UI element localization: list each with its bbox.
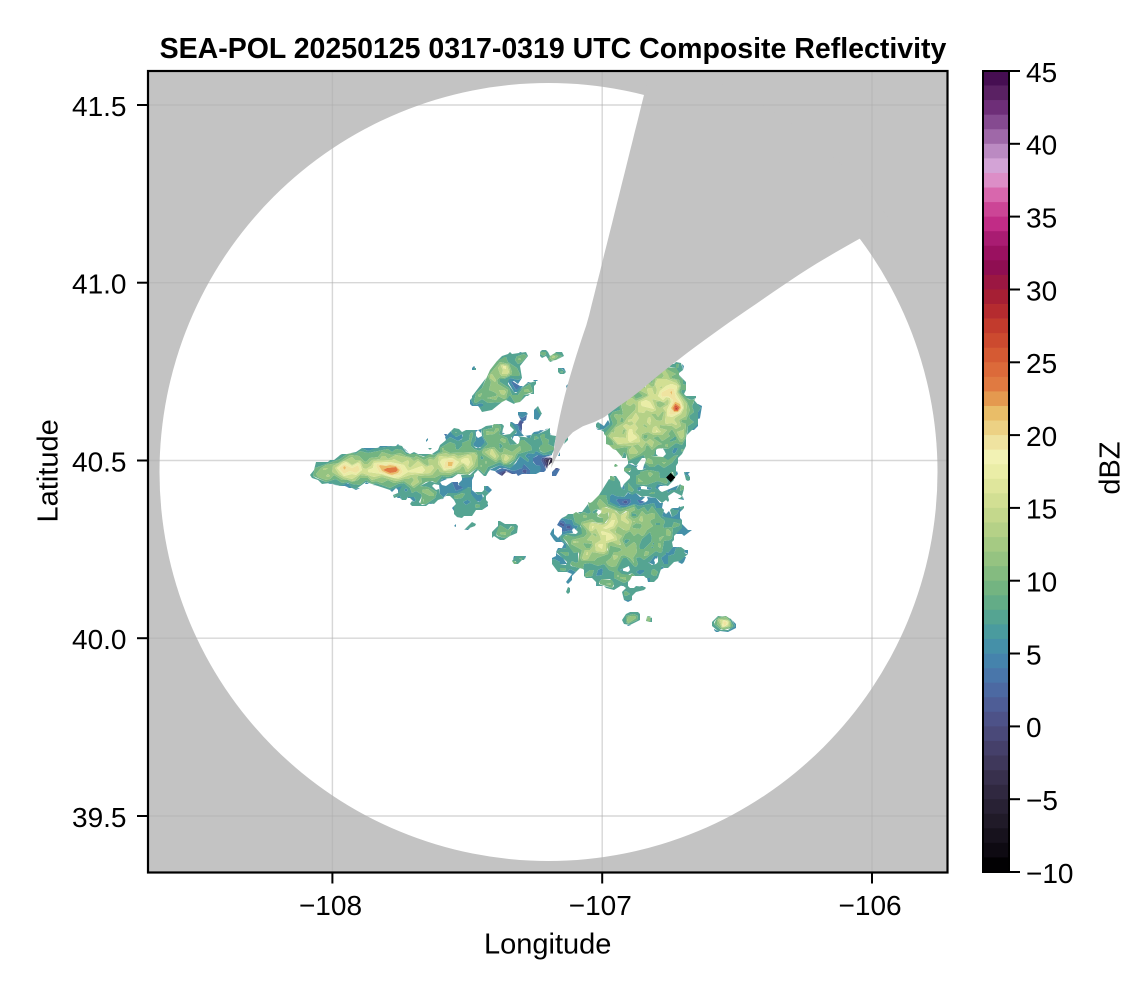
svg-text:41.5: 41.5	[72, 91, 127, 122]
svg-text:30: 30	[1026, 275, 1057, 306]
svg-text:40.0: 40.0	[72, 624, 127, 655]
svg-text:45: 45	[1026, 57, 1057, 88]
svg-text:Longitude: Longitude	[484, 928, 611, 960]
svg-text:−107: −107	[569, 890, 632, 921]
svg-text:20: 20	[1026, 421, 1057, 452]
svg-text:41.0: 41.0	[72, 269, 127, 300]
svg-text:40: 40	[1026, 130, 1057, 161]
svg-text:15: 15	[1026, 494, 1057, 525]
svg-text:−5: −5	[1026, 785, 1058, 816]
svg-text:39.5: 39.5	[72, 802, 127, 833]
svg-text:0: 0	[1026, 712, 1042, 743]
svg-text:35: 35	[1026, 202, 1057, 233]
svg-text:−10: −10	[1026, 858, 1074, 889]
svg-text:10: 10	[1026, 567, 1057, 598]
svg-text:−106: −106	[839, 890, 902, 921]
svg-text:25: 25	[1026, 348, 1057, 379]
svg-text:40.5: 40.5	[72, 446, 127, 477]
svg-text:SEA-POL 20250125 0317-0319 UTC: SEA-POL 20250125 0317-0319 UTC Composite…	[160, 33, 947, 65]
svg-text:Latitude: Latitude	[33, 419, 65, 522]
svg-text:5: 5	[1026, 639, 1042, 670]
svg-text:−108: −108	[299, 890, 362, 921]
svg-text:dBZ: dBZ	[1095, 441, 1127, 494]
